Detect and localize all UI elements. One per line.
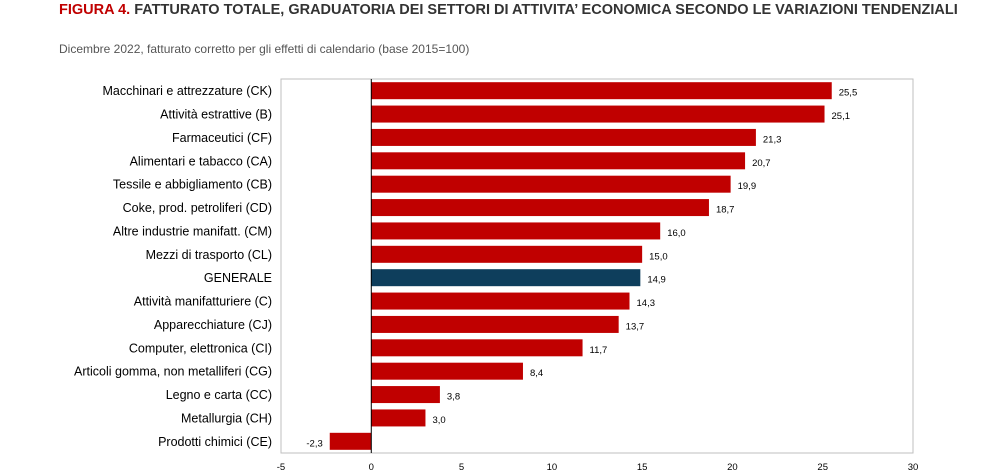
category-label: Prodotti chimici (CE) xyxy=(158,435,272,449)
category-label: Mezzi di trasporto (CL) xyxy=(146,248,272,262)
category-label: Attività estrattive (B) xyxy=(160,108,272,122)
bar xyxy=(371,409,426,427)
category-label: Apparecchiature (CJ) xyxy=(154,318,272,332)
bar xyxy=(371,339,583,357)
category-label: Articoli gomma, non metalliferi (CG) xyxy=(74,365,272,379)
value-label: 18,7 xyxy=(716,205,735,216)
value-label: 15,0 xyxy=(649,251,668,262)
bar xyxy=(371,152,746,170)
category-label: Tessile e abbigliamento (CB) xyxy=(113,178,272,192)
bar xyxy=(329,432,372,450)
bar xyxy=(371,315,619,333)
value-label: 14,9 xyxy=(647,275,666,286)
bar xyxy=(371,222,661,240)
chart-title: FIGURA 4. FATTURATO TOTALE, GRADUATORIA … xyxy=(59,2,959,19)
bar xyxy=(371,245,643,263)
x-tick-label: 20 xyxy=(727,462,738,473)
x-tick-label: 15 xyxy=(637,462,648,473)
category-label: GENERALE xyxy=(204,271,272,285)
bar xyxy=(371,386,440,404)
figure-label: FIGURA 4. xyxy=(59,2,131,18)
value-label: 8,4 xyxy=(530,368,543,379)
category-label: Attività manifatturiere (C) xyxy=(134,295,272,309)
x-axis-ticks: -5 0 5 10 15 20 25 30 xyxy=(277,462,919,473)
value-label: 16,0 xyxy=(667,228,686,239)
value-label: 13,7 xyxy=(626,321,645,332)
title-text: FATTURATO TOTALE, GRADUATORIA DEI SETTOR… xyxy=(134,2,958,18)
x-tick-label: 5 xyxy=(459,462,464,473)
category-labels: Macchinari e attrezzature (CK) Attività e… xyxy=(74,84,272,449)
value-label: 25,1 xyxy=(832,111,851,122)
category-label: Legno e carta (CC) xyxy=(166,388,272,402)
value-label: 20,7 xyxy=(752,158,771,169)
category-label: Altre industrie manifatt. (CM) xyxy=(113,224,272,238)
x-tick-label: 30 xyxy=(908,462,919,473)
category-label: Alimentari e tabacco (CA) xyxy=(130,154,272,168)
x-tick-label: 0 xyxy=(369,462,374,473)
bar xyxy=(371,199,709,217)
value-label: 3,0 xyxy=(432,415,445,426)
bar xyxy=(371,175,731,193)
category-label: Farmaceutici (CF) xyxy=(172,131,272,145)
value-label: 21,3 xyxy=(763,134,782,145)
value-label: 11,7 xyxy=(590,345,608,356)
x-tick-label: -5 xyxy=(277,462,285,473)
bar xyxy=(371,292,630,310)
category-label: Coke, prod. petroliferi (CD) xyxy=(123,201,272,215)
plot-area xyxy=(280,78,914,454)
value-label: 25,5 xyxy=(839,88,858,99)
category-label: Computer, elettronica (CI) xyxy=(129,341,272,355)
value-labels: 25,5 25,1 21,3 20,7 19,9 18,7 16,0 15,0 14,9 14,3… xyxy=(306,88,857,450)
value-label: 14,3 xyxy=(637,298,656,309)
x-tick-label: 25 xyxy=(817,462,828,473)
chart-subtitle: Dicembre 2022, fatturato corretto per gl… xyxy=(59,42,470,56)
value-label: 19,9 xyxy=(738,181,757,192)
bar xyxy=(371,105,825,123)
bar xyxy=(371,128,756,146)
bar xyxy=(371,269,641,287)
value-label: 3,8 xyxy=(447,392,460,403)
bar xyxy=(371,82,832,100)
value-label: -2,3 xyxy=(306,438,322,449)
bars-layer xyxy=(329,82,832,450)
category-label: Metallurgia (CH) xyxy=(181,411,272,425)
category-label: Macchinari e attrezzature (CK) xyxy=(102,84,272,98)
bar xyxy=(371,362,523,380)
x-tick-label: 10 xyxy=(547,462,558,473)
